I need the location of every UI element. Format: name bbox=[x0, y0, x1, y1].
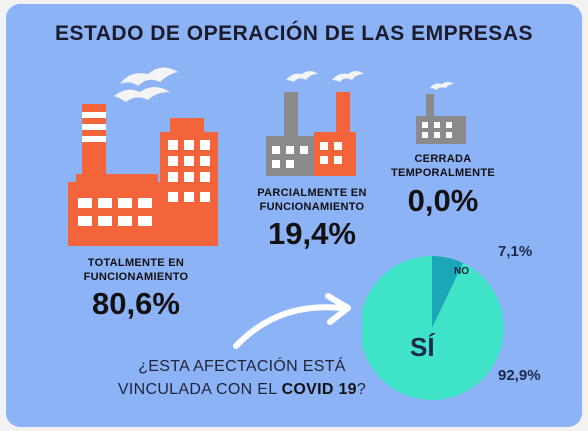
question-line2-suffix: ? bbox=[356, 381, 367, 398]
partial-label-line2: FUNCIONAMIENTO bbox=[259, 201, 365, 213]
infographic-card: ESTADO DE OPERACIÓN DE LAS EMPRESAS bbox=[6, 4, 582, 427]
total-label-line1: TOTALMENTE EN bbox=[87, 257, 185, 269]
closed-label-line2: TEMPORALMENTE bbox=[390, 167, 496, 179]
pie-slice-label-si: SÍ bbox=[410, 332, 435, 362]
covid-pie-chart: SÍ NO 7,1% 92,9% bbox=[362, 244, 541, 400]
pie-value-label-no: 7,1% bbox=[498, 244, 532, 260]
partial-label: PARCIALMENTE EN FUNCIONAMIENTO bbox=[242, 186, 382, 214]
pie-slice-si bbox=[362, 256, 504, 400]
factory-closed-icon bbox=[416, 82, 466, 144]
total-label: TOTALMENTE EN FUNCIONAMIENTO bbox=[66, 256, 206, 284]
total-value: 80,6% bbox=[92, 286, 180, 321]
question-line1: ¿ESTA AFECTACIÓN ESTÁ bbox=[138, 358, 346, 375]
pie-value-label-si: 92,9% bbox=[498, 367, 541, 384]
factory-partial-icon bbox=[266, 71, 364, 176]
closed-value: 0,0% bbox=[407, 183, 479, 218]
question-line2: VINCULADA CON EL COVID 19? bbox=[112, 378, 372, 401]
factory-large-icon bbox=[68, 67, 218, 246]
closed-label: CERRADA TEMPORALMENTE bbox=[378, 152, 508, 180]
pie-slice-no bbox=[432, 256, 464, 328]
question-line2-bold: COVID 19 bbox=[281, 381, 357, 398]
closed-label-line1: CERRADA bbox=[414, 153, 472, 165]
arrow-icon bbox=[233, 293, 351, 349]
pie-slice-label-no: NO bbox=[454, 266, 469, 277]
total-label-line2: FUNCIONAMIENTO bbox=[83, 271, 189, 283]
partial-label-line1: PARCIALMENTE EN bbox=[257, 187, 367, 199]
infographic-title: ESTADO DE OPERACIÓN DE LAS EMPRESAS bbox=[54, 22, 533, 45]
question-line2-prefix: VINCULADA CON EL bbox=[117, 381, 282, 398]
partial-value: 19,4% bbox=[268, 216, 356, 251]
covid-question: ¿ESTA AFECTACIÓN ESTÁ VINCULADA CON EL C… bbox=[112, 355, 372, 401]
